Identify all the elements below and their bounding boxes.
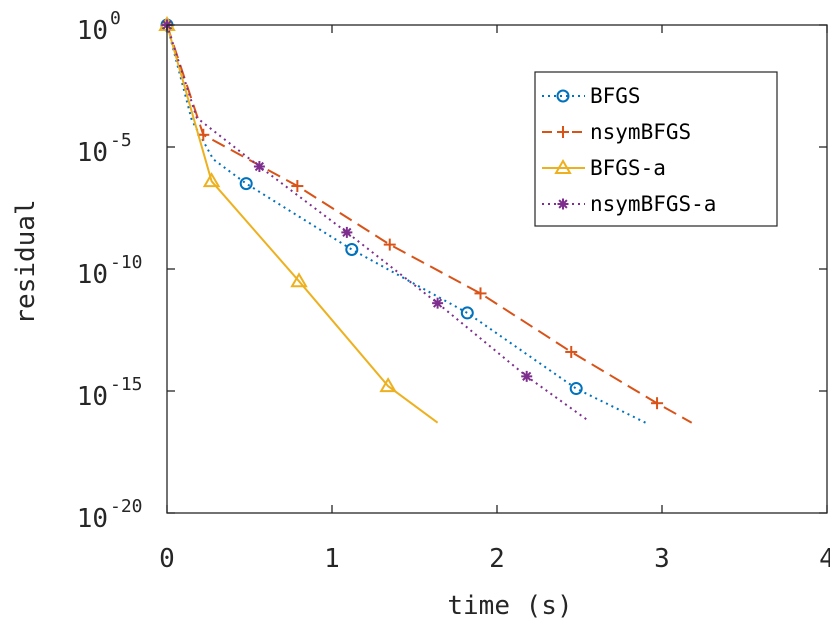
data-point-marker (554, 159, 572, 174)
legend-label: nsymBFGS-a (590, 192, 716, 216)
legend-entry: BFGS (542, 84, 641, 108)
data-point-marker (557, 126, 569, 138)
y-tick-label: 10 (77, 504, 108, 534)
data-point-marker (565, 345, 578, 358)
legend-entry: nsymBFGS (542, 120, 691, 144)
y-tick-label: 10 (77, 382, 108, 412)
data-point-marker (239, 177, 253, 191)
y-tick-label: 10 (77, 138, 108, 168)
y-tick-exponent: 0 (110, 8, 121, 29)
data-point-marker (291, 180, 304, 193)
y-tick-label: 10 (77, 16, 108, 46)
data-point-marker (290, 272, 308, 288)
y-tick-exponent: -10 (110, 252, 143, 273)
data-point-marker (556, 89, 570, 103)
legend-entry: nsymBFGS-a (542, 192, 716, 216)
data-point-marker (651, 397, 664, 410)
legend-box (534, 71, 778, 227)
series-nsymbfgs-a (161, 19, 589, 422)
legend-label: BFGS (590, 84, 641, 108)
data-point-marker (569, 382, 583, 396)
legend-label: BFGS-a (590, 156, 666, 180)
data-point-marker (521, 370, 533, 382)
y-tick-label: 10 (77, 260, 108, 290)
x-tick-label: 1 (324, 544, 340, 574)
data-point-marker (432, 297, 444, 309)
y-tick-exponent: -20 (110, 496, 143, 517)
x-axis-label: time (s) (447, 591, 572, 621)
data-point-marker (345, 242, 359, 256)
data-point-marker (474, 287, 487, 300)
series-line (166, 24, 646, 424)
series-line (166, 24, 693, 424)
y-axis-label: residual (11, 199, 41, 324)
y-tick-exponent: -5 (110, 130, 132, 151)
data-point-marker (383, 238, 396, 251)
data-point-marker (379, 377, 397, 393)
series-line (166, 24, 439, 424)
x-tick-label: 3 (654, 544, 670, 574)
data-point-marker (202, 172, 221, 188)
x-tick-label: 4 (819, 544, 830, 574)
legend: BFGS nsymBFGS BFGS-a nsymBFGS-a (534, 71, 778, 227)
data-point-marker (341, 226, 353, 238)
data-point-marker (253, 161, 265, 173)
x-tick-label: 0 (159, 544, 175, 574)
x-tick-label: 2 (489, 544, 505, 574)
data-point-marker (460, 306, 474, 320)
legend-entry: BFGS-a (542, 156, 666, 180)
legend-label: nsymBFGS (590, 120, 691, 144)
data-point-marker (557, 198, 569, 210)
y-tick-exponent: -15 (110, 374, 143, 395)
